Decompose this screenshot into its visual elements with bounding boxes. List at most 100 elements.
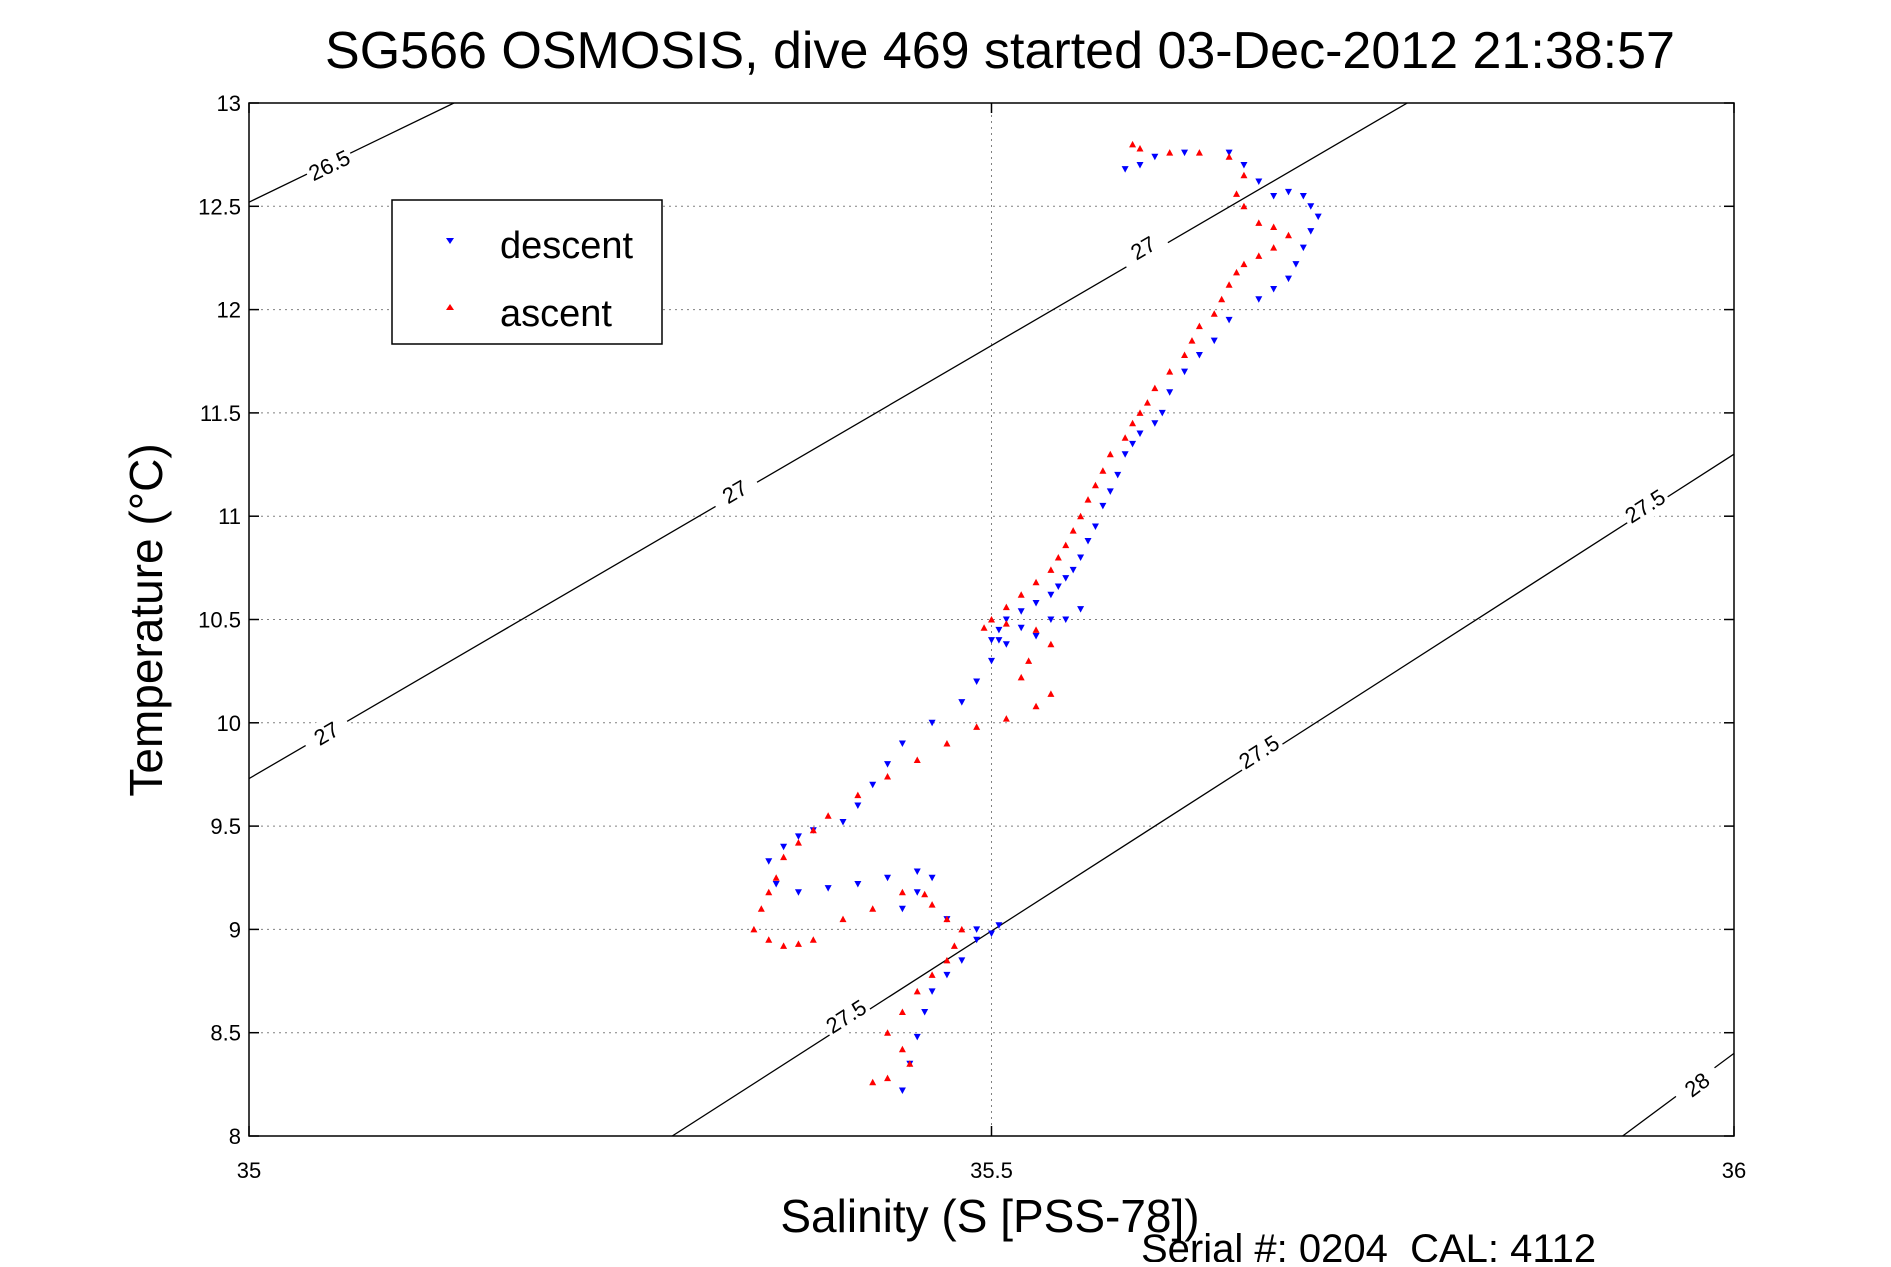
descent-point [1121,166,1129,173]
descent-point [913,868,921,876]
ascent-point [1240,171,1248,179]
descent-point [1077,606,1085,613]
legend: descent ascent [391,199,663,345]
x-tick-label: 36 [1722,1158,1746,1183]
ascent-point [809,826,817,834]
descent-point [1255,296,1263,303]
ascent-point [913,756,921,763]
descent-point [1062,575,1070,582]
ascent-point [943,915,951,923]
descent-point [1181,149,1189,157]
ascent-point [780,942,788,949]
series-ascent [750,140,1292,1086]
ascent-point [988,616,995,623]
ascent-point [1270,223,1278,230]
descent-point [1307,228,1315,235]
density-contour-line [249,103,455,203]
ascent-point [1062,541,1070,549]
chart-title: SG566 OSMOSIS, dive 469 started 03-Dec-2… [325,22,1675,80]
descent-point [913,889,921,896]
descent-point [854,880,862,888]
ascent-point [757,905,765,912]
y-tick-label: 13 [217,91,241,116]
series-descent [765,149,1322,1095]
descent-point [995,637,1003,644]
descent-point [1099,502,1107,510]
ascent-point [839,915,847,923]
ascent-point [824,812,832,819]
descent-point [1106,488,1114,495]
legend-ascent-label: ascent [500,293,612,335]
ascent-point [794,940,802,947]
ascent-point [1032,626,1040,633]
descent-point [1151,420,1159,427]
descent-point [898,905,906,913]
ascent-point [1195,322,1203,330]
ascent-point [1129,140,1137,148]
ascent-point [1091,481,1099,489]
descent-point [772,880,780,888]
ascent-point [973,723,981,730]
contour-label-background [1669,1058,1725,1110]
ascent-point [1255,252,1263,259]
ascent-point [1195,149,1203,156]
ascent-point [1136,144,1144,152]
ascent-point [780,853,788,861]
ascent-point [1047,640,1055,648]
x-axis-ticks: 35 35.5 36 [237,103,1746,1183]
y-tick-label: 12 [217,298,241,323]
descent-point [1002,641,1010,648]
descent-point [1292,261,1300,268]
descent-point [995,626,1003,634]
ascent-point [898,1008,906,1016]
descent-point [973,936,981,944]
contour-label-background [301,141,357,189]
ascent-point [1017,673,1025,681]
y-tick-label: 10.5 [198,608,241,633]
ascent-point [1143,399,1151,406]
descent-point [988,657,995,665]
descent-point [1255,178,1263,186]
descent-point [1091,523,1099,531]
y-tick-label: 9.5 [210,814,241,839]
descent-point [1136,161,1144,169]
descent-point [1136,430,1144,438]
ascent-point [921,890,929,898]
descent-point [1069,566,1077,574]
descent-point [794,833,802,840]
ascent-point [1017,591,1025,598]
ascent-point [1069,527,1077,534]
ascent-point [1047,690,1055,697]
descent-point [1077,554,1085,562]
ascent-point [1225,281,1233,288]
descent-point [958,957,966,964]
legend-box [391,199,663,345]
ascent-point [765,888,773,896]
ascent-point [1002,603,1010,611]
descent-point [898,1087,906,1095]
x-axis-label: Salinity (S [PSS-78]) [780,1190,1199,1242]
ascent-point [906,1060,914,1067]
ascent-point [928,971,936,978]
descent-point [988,930,995,938]
ascent-point [1047,566,1055,573]
descent-point [1017,624,1025,632]
ascent-point [898,1045,906,1053]
descent-point [1181,368,1189,376]
ascent-point [1188,337,1196,344]
descent-point [839,818,847,826]
ascent-point [869,905,877,912]
ascent-point [1077,512,1085,520]
descent-point [1270,285,1278,293]
y-tick-label: 10 [217,711,241,736]
ascent-point [1136,409,1144,416]
descent-point [1017,608,1025,615]
y-axis-ticks: 8 8.5 9 9.5 10 10.5 11 11.5 12 12.5 13 [198,91,1734,1149]
ascent-point [794,839,802,846]
ascent-point [854,791,862,799]
descent-point [898,740,906,747]
ascent-point [1129,419,1137,427]
serial-footer: Serial #: 0204 CAL: 4112 [1141,1227,1596,1262]
ascent-point [1025,657,1033,664]
ascent-point [1084,496,1092,503]
